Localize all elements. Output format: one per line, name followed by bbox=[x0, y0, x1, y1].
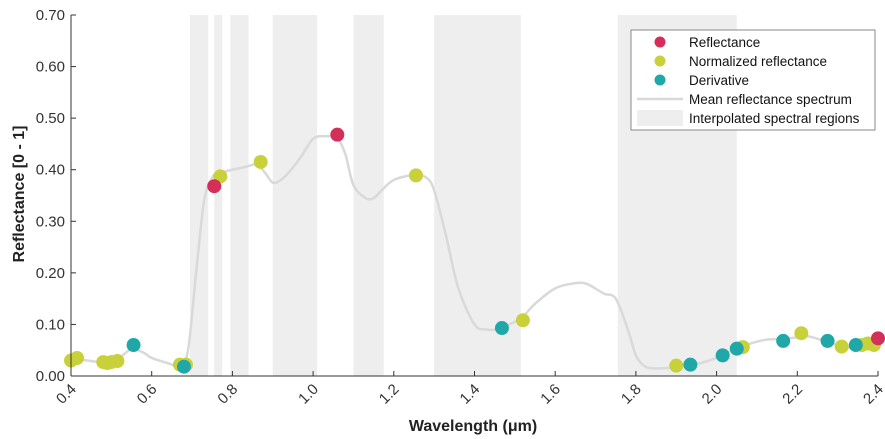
legend-swatch-derivative bbox=[654, 74, 666, 86]
legend-swatch-reflectance bbox=[654, 36, 666, 48]
interpolated-region-5 bbox=[434, 15, 521, 376]
derivative-point bbox=[683, 357, 698, 372]
legend-label-normalized-reflectance: Normalized reflectance bbox=[689, 54, 827, 69]
data-points bbox=[64, 127, 885, 374]
legend-swatch-normalized-reflectance bbox=[654, 55, 666, 67]
y-tick-label: 0.60 bbox=[36, 59, 65, 76]
x-tick-label: 1.0 bbox=[295, 381, 322, 408]
y-tick-label: 0.20 bbox=[36, 265, 65, 282]
normalized-reflectance-point bbox=[253, 154, 268, 169]
normalized-reflectance-point bbox=[834, 339, 849, 354]
interpolated-region-4 bbox=[353, 15, 384, 376]
x-tick-label: 2.0 bbox=[699, 381, 726, 408]
y-axis-label: Reflectance [0 - 1] bbox=[11, 126, 28, 263]
normalized-reflectance-point bbox=[794, 326, 809, 341]
x-tick-label: 1.8 bbox=[618, 381, 645, 408]
derivative-point bbox=[776, 333, 791, 348]
normalized-reflectance-point bbox=[408, 168, 423, 183]
derivative-point bbox=[126, 338, 141, 353]
x-tick-label: 1.4 bbox=[457, 381, 484, 408]
derivative-point bbox=[848, 338, 863, 353]
derivative-point bbox=[494, 321, 509, 336]
y-tick-label: 0.70 bbox=[36, 7, 65, 24]
normalized-reflectance-point bbox=[70, 350, 85, 365]
interpolated-region-1 bbox=[214, 15, 223, 376]
reflectance-point bbox=[871, 331, 885, 346]
reflectance-point bbox=[330, 127, 345, 142]
x-tick-label: 2.2 bbox=[779, 381, 806, 408]
x-tick-label: 1.6 bbox=[537, 381, 564, 408]
y-tick-label: 0.10 bbox=[36, 316, 65, 333]
legend: Reflectance Normalized reflectance Derivat… bbox=[630, 29, 876, 131]
y-tick-label: 0.30 bbox=[36, 213, 65, 230]
derivative-point bbox=[715, 348, 730, 363]
legend-swatch-interpolated-spectral-regions bbox=[637, 110, 683, 126]
derivative-point bbox=[729, 341, 744, 356]
x-tick-label: 0.8 bbox=[214, 381, 241, 408]
normalized-reflectance-point bbox=[669, 358, 684, 373]
interpolated-region-3 bbox=[272, 15, 318, 376]
y-tick-label: 0.00 bbox=[36, 368, 65, 385]
derivative-point bbox=[176, 359, 191, 374]
normalized-reflectance-point bbox=[110, 354, 125, 369]
legend-label-reflectance: Reflectance bbox=[689, 35, 760, 50]
x-axis-label: Wavelength (μm) bbox=[409, 418, 537, 435]
axes bbox=[70, 14, 879, 377]
legend-label-interpolated-spectral-regions: Interpolated spectral regions bbox=[689, 111, 860, 126]
reflectance-point bbox=[207, 179, 222, 194]
x-tick-labels: 0.4 0.6 0.8 1.0 1.2 1.4 1.6 1.8 2.0 2.2 2.4 bbox=[53, 381, 885, 408]
y-tick-label: 0.50 bbox=[36, 110, 65, 127]
y-tick-label: 0.40 bbox=[36, 162, 65, 179]
x-tick-label: 2.4 bbox=[860, 381, 885, 408]
x-tick-label: 1.2 bbox=[376, 381, 403, 408]
interpolated-region-2 bbox=[230, 15, 249, 376]
legend-label-derivative: Derivative bbox=[689, 73, 749, 88]
x-tick-label: 0.6 bbox=[134, 381, 161, 408]
normalized-reflectance-point bbox=[515, 313, 530, 328]
derivative-point bbox=[820, 333, 835, 348]
legend-label-mean-reflectance-spectrum: Mean reflectance spectrum bbox=[689, 92, 852, 107]
y-tick-labels: 0.00 0.10 0.20 0.30 0.40 0.50 0.60 0.70 bbox=[36, 7, 65, 385]
